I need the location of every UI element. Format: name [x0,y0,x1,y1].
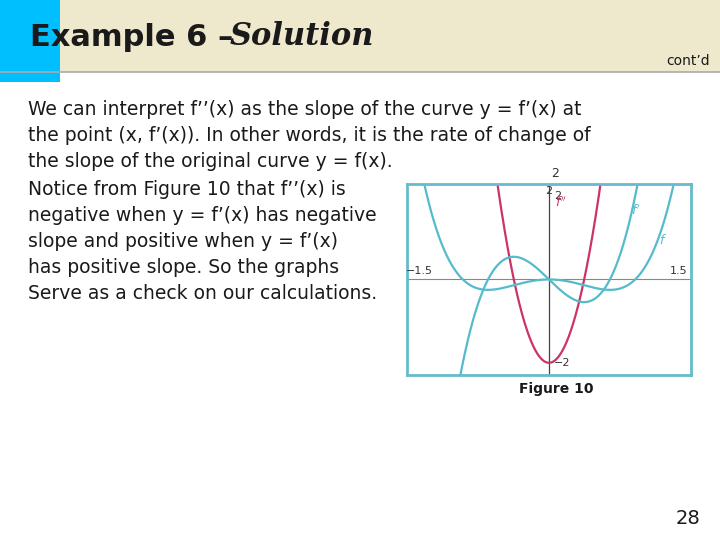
FancyBboxPatch shape [0,0,60,82]
Text: 28: 28 [675,509,700,528]
Text: Notice from Figure 10 that f’’(x) is: Notice from Figure 10 that f’’(x) is [28,180,346,199]
Text: cont’d: cont’d [667,54,710,68]
Text: $f$: $f$ [660,233,667,247]
Text: Serve as a check on our calculations.: Serve as a check on our calculations. [28,284,377,303]
Text: −1.5: −1.5 [406,266,433,276]
Text: We can interpret f’’(x) as the slope of the curve y = f’(x) at: We can interpret f’’(x) as the slope of … [28,100,582,119]
Text: slope and positive when y = f’(x): slope and positive when y = f’(x) [28,232,338,251]
Text: 2: 2 [546,186,552,196]
Text: Solution: Solution [230,21,374,52]
Text: 2: 2 [551,167,559,180]
Text: Figure 10: Figure 10 [518,382,593,396]
Text: Example 6 –: Example 6 – [30,23,244,52]
Text: has positive slope. So the graphs: has positive slope. So the graphs [28,258,339,277]
Text: the slope of the original curve y = f(x).: the slope of the original curve y = f(x)… [28,152,392,171]
Text: $f''$: $f''$ [555,195,567,210]
Text: −2: −2 [554,358,571,368]
Text: 2: 2 [554,191,562,201]
Text: $f'$: $f'$ [631,204,641,218]
Text: 1.5: 1.5 [670,266,687,276]
FancyBboxPatch shape [0,0,720,72]
Text: negative when y = f’(x) has negative: negative when y = f’(x) has negative [28,206,377,225]
Text: the point (x, f’(x)). In other words, it is the rate of change of: the point (x, f’(x)). In other words, it… [28,126,590,145]
